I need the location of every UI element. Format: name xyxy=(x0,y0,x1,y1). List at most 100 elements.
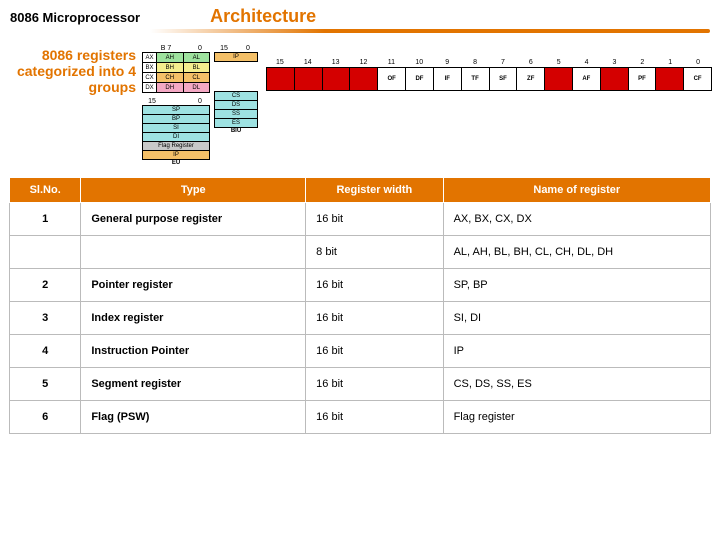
flag-reserved xyxy=(295,68,323,90)
biu-label: BIU xyxy=(214,128,258,134)
flag-bit-number: 0 xyxy=(684,59,712,67)
flag-tf: TF xyxy=(462,68,490,90)
cell-name: SP, BP xyxy=(443,269,710,302)
bit-label-top: B 7 0 xyxy=(142,45,210,52)
cell-type xyxy=(81,236,306,269)
flag-bit-number: 14 xyxy=(294,59,322,67)
cell-name: IP xyxy=(443,335,710,368)
pointer-register-row: IP xyxy=(142,150,210,160)
gp-register-row: BXBHBL xyxy=(142,62,210,73)
cell-type: Pointer register xyxy=(81,269,306,302)
cell-sn: 4 xyxy=(10,335,81,368)
header: 8086 Microprocessor Architecture xyxy=(0,0,720,29)
table-header-row: Sl.No.TypeRegister widthName of register xyxy=(10,178,711,203)
flag-reserved xyxy=(267,68,295,90)
flag-bit-number: 12 xyxy=(350,59,378,67)
flag-reserved xyxy=(656,68,684,90)
cell-type: Instruction Pointer xyxy=(81,335,306,368)
flag-bit-number: 4 xyxy=(573,59,601,67)
ip-register-row: IP xyxy=(214,52,258,62)
upper-area: 8086 registers categorized into 4 groups… xyxy=(0,41,720,171)
cell-width: 16 bit xyxy=(306,203,443,236)
flag-bit-number: 6 xyxy=(517,59,545,67)
flag-of: OF xyxy=(378,68,406,90)
cell-sn: 5 xyxy=(10,368,81,401)
table-header-cell: Sl.No. xyxy=(10,178,81,203)
table-row: 1 General purpose register 16 bit AX, BX… xyxy=(10,203,711,236)
segment-register-row: SS xyxy=(214,109,258,119)
table-row: 6 Flag (PSW) 16 bit Flag register xyxy=(10,401,711,434)
segment-register-row: ES xyxy=(214,118,258,128)
flag-reserved xyxy=(545,68,573,90)
cell-name: CS, DS, SS, ES xyxy=(443,368,710,401)
header-rule xyxy=(10,29,710,33)
bit-label-right: 150 xyxy=(214,45,258,52)
segment-register-row: CS xyxy=(214,91,258,101)
cell-sn xyxy=(10,236,81,269)
pointer-register-row: DI xyxy=(142,132,210,142)
flag-af: AF xyxy=(573,68,601,90)
flag-bit-number: 13 xyxy=(322,59,350,67)
pointer-register-row: SI xyxy=(142,123,210,133)
flag-zf: ZF xyxy=(517,68,545,90)
flag-bit-number: 11 xyxy=(378,59,406,67)
flag-sf: SF xyxy=(490,68,518,90)
flags-strip: 1514131211109876543210 OFDFIFTFSFZFAFPFC… xyxy=(266,59,712,91)
table-row: 8 bit AL, AH, BL, BH, CL, CH, DL, DH xyxy=(10,236,711,269)
gp-register-row: AXAHAL xyxy=(142,52,210,63)
register-table: Sl.No.TypeRegister widthName of register… xyxy=(9,177,711,434)
flag-bit-number: 1 xyxy=(656,59,684,67)
flag-cf: CF xyxy=(684,68,711,90)
gp-register-row: DXDHDL xyxy=(142,82,210,93)
flag-cells: OFDFIFTFSFZFAFPFCF xyxy=(266,67,712,91)
flag-reserved xyxy=(323,68,351,90)
register-diagram: B 7 0 AXAHALBXBHBLCXCHCLDXDHDL 150 SPBPS… xyxy=(142,45,260,165)
segment-register-row: DS xyxy=(214,100,258,110)
cell-sn: 3 xyxy=(10,302,81,335)
cell-type: Index register xyxy=(81,302,306,335)
flag-bit-number: 10 xyxy=(405,59,433,67)
flag-bit-number: 2 xyxy=(628,59,656,67)
flag-bit-number: 5 xyxy=(545,59,573,67)
cell-name: AX, BX, CX, DX xyxy=(443,203,710,236)
table-row: 2 Pointer register 16 bit SP, BP xyxy=(10,269,711,302)
cell-sn: 6 xyxy=(10,401,81,434)
cell-width: 8 bit xyxy=(306,236,443,269)
cell-name: Flag register xyxy=(443,401,710,434)
header-title: Architecture xyxy=(210,6,316,27)
cell-width: 16 bit xyxy=(306,401,443,434)
table-row: 3 Index register 16 bit SI, DI xyxy=(10,302,711,335)
eu-label: EU xyxy=(142,160,210,166)
pointer-register-row: BP xyxy=(142,114,210,124)
table-header-cell: Register width xyxy=(306,178,443,203)
cell-width: 16 bit xyxy=(306,368,443,401)
flag-reserved xyxy=(601,68,629,90)
flag-bit-number: 3 xyxy=(601,59,629,67)
cell-name: SI, DI xyxy=(443,302,710,335)
flag-bit-number: 8 xyxy=(461,59,489,67)
cell-width: 16 bit xyxy=(306,335,443,368)
gp-register-row: CXCHCL xyxy=(142,72,210,83)
pointer-register-row: SP xyxy=(142,105,210,115)
table-row: 5 Segment register 16 bit CS, DS, SS, ES xyxy=(10,368,711,401)
flag-bit-number: 9 xyxy=(433,59,461,67)
cell-sn: 1 xyxy=(10,203,81,236)
cell-type: Flag (PSW) xyxy=(81,401,306,434)
cell-type: General purpose register xyxy=(81,203,306,236)
flag-if: IF xyxy=(434,68,462,90)
caption: 8086 registers categorized into 4 groups xyxy=(8,45,136,95)
table-header-cell: Name of register xyxy=(443,178,710,203)
cell-name: AL, AH, BL, BH, CL, CH, DL, DH xyxy=(443,236,710,269)
flag-reserved xyxy=(350,68,378,90)
flag-pf: PF xyxy=(629,68,657,90)
pointer-register-row: Flag Register xyxy=(142,141,210,151)
flag-bit-number: 15 xyxy=(266,59,294,67)
header-left: 8086 Microprocessor xyxy=(10,10,140,25)
table-row: 4 Instruction Pointer 16 bit IP xyxy=(10,335,711,368)
cell-width: 16 bit xyxy=(306,302,443,335)
cell-sn: 2 xyxy=(10,269,81,302)
flag-bit-number: 7 xyxy=(489,59,517,67)
flag-bit-numbers: 1514131211109876543210 xyxy=(266,59,712,67)
table-header-cell: Type xyxy=(81,178,306,203)
cell-type: Segment register xyxy=(81,368,306,401)
